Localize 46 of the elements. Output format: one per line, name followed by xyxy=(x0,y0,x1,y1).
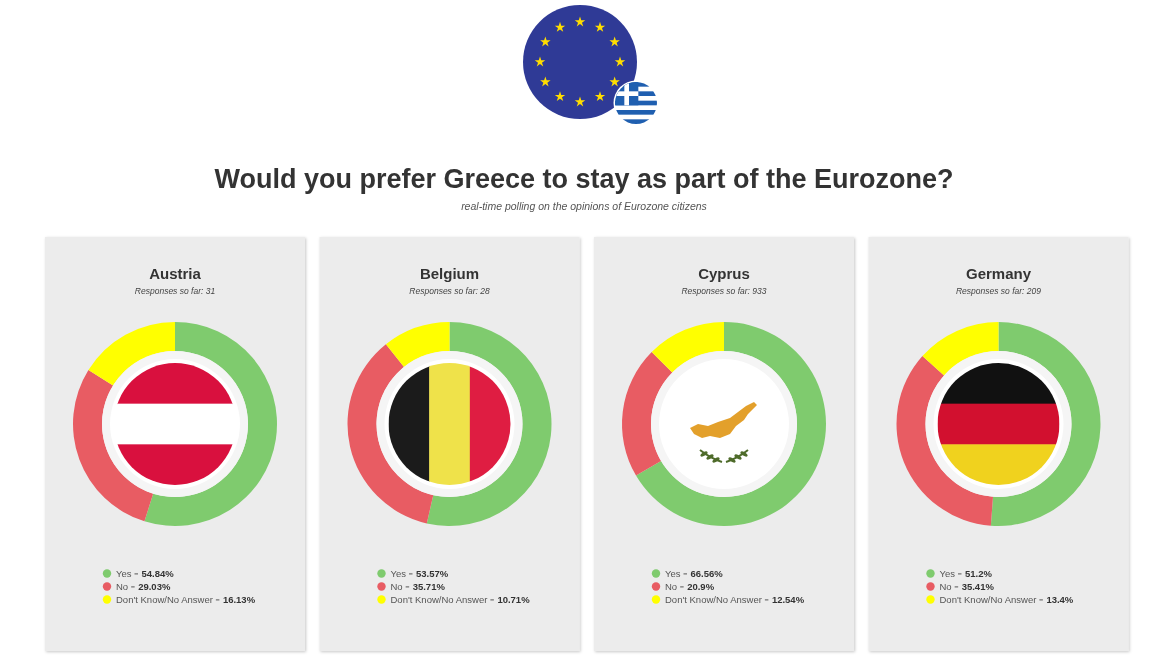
text: real-time polling on the opinions of Eurozone citizens xyxy=(461,200,708,212)
data-label: 13.4% xyxy=(1046,594,1074,605)
legend-label: Yes xyxy=(390,568,407,579)
donut-slice xyxy=(990,322,1101,526)
legend-label: Yes xyxy=(116,568,132,579)
donut-slice xyxy=(73,370,154,522)
legend-label: Don't Know/No Answer xyxy=(390,594,488,605)
legend-label: Don't Know/No Answer xyxy=(665,594,762,605)
data-label: 66.56% xyxy=(690,568,724,579)
chart-title: Belgium xyxy=(419,265,480,282)
donut-slice xyxy=(385,322,450,367)
data-label: 53.57% xyxy=(416,568,449,579)
donut-slice xyxy=(88,322,175,386)
donut-slice xyxy=(426,322,552,526)
donut-slice xyxy=(144,322,277,526)
data-label: 16.13% xyxy=(222,594,256,605)
donut-slice xyxy=(896,356,994,526)
chart-title: Austria xyxy=(149,265,202,282)
data-label: 10.71% xyxy=(497,594,531,605)
chart-subtitle: Responses so far: 28 xyxy=(409,286,490,296)
legend-label: Yes xyxy=(939,568,956,579)
data-label: 54.84% xyxy=(141,568,175,579)
legend-label: No xyxy=(116,581,129,592)
text: Would you prefer Greece to stay as part of the Eurozone? xyxy=(214,164,954,194)
legend-label: Yes xyxy=(665,568,681,579)
donut-slice xyxy=(651,322,724,373)
donut-slice xyxy=(347,344,434,524)
legend-label: Don't Know/No Answer xyxy=(116,594,213,605)
data-label: 29.03% xyxy=(138,581,171,592)
chart-subtitle: Responses so far: 933 xyxy=(681,286,767,296)
legend-label: No xyxy=(390,581,403,592)
data-label: 51.2% xyxy=(965,568,993,579)
data-label: 35.71% xyxy=(412,581,446,592)
chart-title: Germany xyxy=(965,265,1032,282)
legend-label: Don't Know/No Answer xyxy=(939,594,1037,605)
chart-subtitle: Responses so far: 31 xyxy=(134,286,216,296)
data-label: 20.9% xyxy=(687,581,715,592)
donut-slice xyxy=(622,352,673,476)
legend-label: No xyxy=(665,581,678,592)
chart-title: Cyprus xyxy=(698,265,750,282)
donut-slice xyxy=(922,322,999,376)
legend-label: No xyxy=(939,581,952,592)
donut-slice xyxy=(636,322,826,526)
chart-subtitle: Responses so far: 209 xyxy=(955,286,1042,296)
data-label: 12.54% xyxy=(771,594,805,605)
data-label: 35.41% xyxy=(961,581,995,592)
